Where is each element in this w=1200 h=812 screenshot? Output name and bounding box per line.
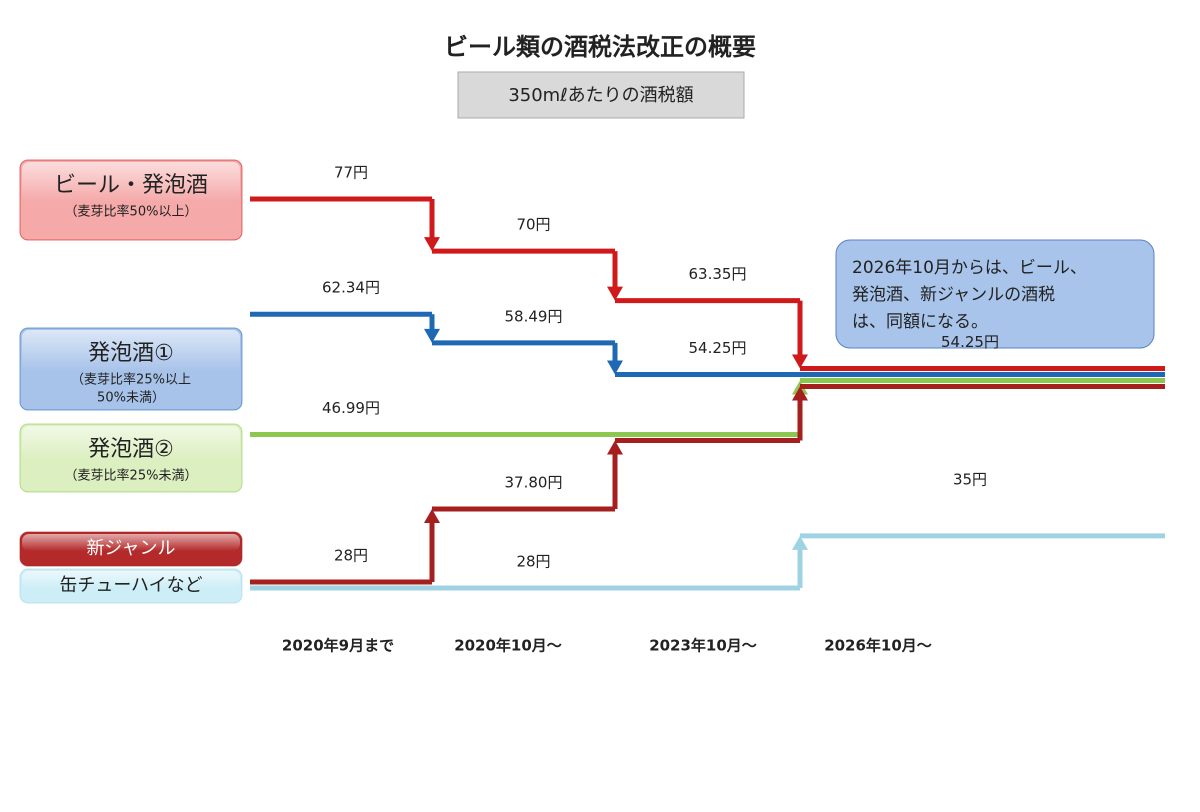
chart-title: ビール類の酒税法改正の概要: [444, 33, 756, 61]
value-label: 63.35円: [689, 265, 747, 283]
x-tick-label: 2020年10月～: [454, 637, 562, 655]
arrow-head: [792, 535, 808, 550]
callout-box: [835, 239, 1155, 349]
legend-note: （麦芽比率25%未満）: [65, 468, 198, 484]
callout-text: は、同額になる。: [852, 312, 988, 332]
value-label: 77円: [334, 164, 368, 182]
value-label: 46.99円: [322, 399, 380, 417]
legend-note: （麦芽比率25%以上: [71, 372, 191, 388]
value-label: 37.80円: [505, 474, 563, 492]
value-label: 54.25円: [941, 333, 999, 351]
arrow-head: [424, 509, 440, 523]
x-tick-label: 2020年9月まで: [282, 637, 394, 655]
legend-gloss: [22, 162, 240, 202]
legend-label: 発泡酒②: [88, 437, 174, 462]
legend-label: ビール・発泡酒: [54, 173, 208, 198]
value-label: 58.49円: [505, 307, 563, 325]
arrow-head: [792, 386, 808, 401]
plot: 2020年9月まで 2020年10月～ 2023年10月～ 2026年10月～ 2026…: [19, 159, 1165, 655]
value-label: 28円: [516, 553, 550, 571]
value-label: 54.25円: [689, 339, 747, 357]
x-tick-label: 2023年10月～: [649, 637, 757, 655]
legend-note: 50%未満）: [97, 391, 165, 406]
arrow-head: [607, 440, 623, 455]
legend-gloss: [22, 571, 240, 588]
arrow-head: [607, 286, 623, 301]
value-label: 62.34円: [322, 279, 380, 297]
arrow-head: [792, 354, 808, 369]
legend-label: 新ジャンル: [86, 538, 175, 559]
legend-gloss: [22, 426, 240, 460]
callout-text: 2026年10月からは、ビール、: [852, 258, 1087, 278]
value-label: 70円: [516, 216, 550, 234]
legend-gloss: [22, 330, 240, 371]
value-label: 28円: [334, 547, 368, 565]
arrow-head: [424, 328, 440, 343]
arrow-head: [424, 237, 440, 252]
legend-label: 缶チューハイなど: [59, 575, 202, 596]
callout-text: 発泡酒、新ジャンルの酒税: [852, 285, 1055, 305]
subtitle-box: [457, 71, 745, 119]
legend-label: 発泡酒①: [88, 341, 174, 366]
value-label: 35円: [953, 470, 987, 488]
arrow-head: [607, 360, 623, 375]
legend-gloss: [22, 534, 240, 551]
subtitle: 350mℓあたりの酒税額: [508, 85, 693, 106]
legend-note: （麦芽比率50%以上）: [65, 204, 198, 220]
x-tick-label: 2026年10月～: [824, 637, 932, 655]
